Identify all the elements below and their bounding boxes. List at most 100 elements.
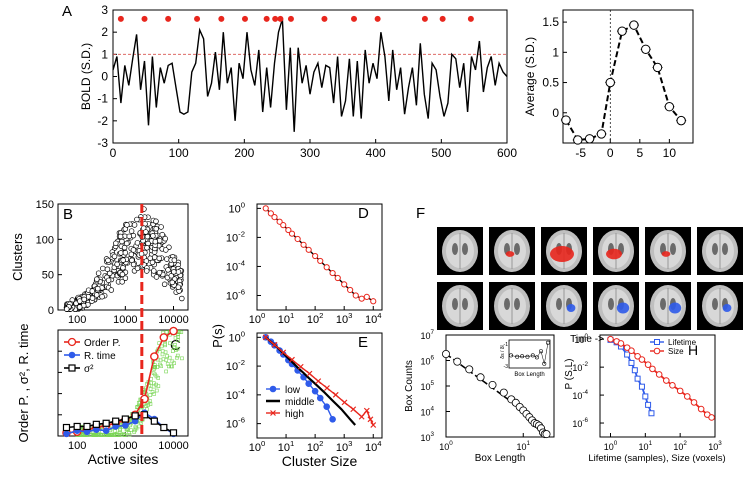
e-point-high bbox=[262, 334, 269, 341]
a2-xtick-label: 5 bbox=[636, 146, 643, 160]
d-plot-frame bbox=[256, 203, 383, 311]
c-point-order bbox=[159, 333, 169, 342]
b-cluster-point bbox=[111, 253, 118, 260]
e-point-high bbox=[341, 399, 348, 406]
c-green-point bbox=[148, 387, 153, 391]
f-slice-r1-c4 bbox=[645, 282, 691, 330]
b-cluster-point bbox=[95, 270, 102, 276]
g-inset-xlabel: Box Length bbox=[514, 372, 544, 378]
b-cluster-point bbox=[131, 222, 138, 228]
d-point bbox=[363, 293, 370, 300]
b-cluster-point bbox=[143, 268, 150, 274]
c-legend-label: Order P. bbox=[84, 338, 121, 349]
d-ytick-label: 10-6 bbox=[226, 287, 245, 302]
a2-average-curve bbox=[565, 23, 682, 142]
c-green-point bbox=[168, 341, 172, 346]
c-point-sigma bbox=[62, 423, 71, 432]
e-point-high bbox=[315, 378, 322, 385]
b-cluster-point bbox=[134, 265, 141, 272]
a-event-marker bbox=[218, 15, 225, 22]
b-cluster-point bbox=[113, 240, 119, 247]
e-xtick-exp: 2 bbox=[319, 439, 323, 448]
g-point bbox=[542, 430, 551, 439]
f-red-activation bbox=[550, 246, 574, 262]
f-ventricle-left bbox=[504, 298, 510, 310]
d-point bbox=[280, 222, 287, 229]
a2-ylabel: Average (S.D.) bbox=[523, 37, 537, 116]
d-point bbox=[370, 298, 377, 305]
c-green-point bbox=[98, 432, 103, 437]
g-ytick-label: 103 bbox=[420, 431, 434, 443]
c-point-sigma bbox=[92, 420, 100, 428]
g-fit-line bbox=[445, 353, 524, 412]
b-cluster-point bbox=[128, 251, 135, 258]
f-slice-r0-c1 bbox=[489, 227, 535, 275]
e-xtick-label: 100 bbox=[249, 439, 266, 454]
e-xtick-label: 104 bbox=[365, 439, 382, 454]
b-cluster-point bbox=[175, 284, 182, 290]
h-point-size bbox=[662, 377, 670, 384]
f-slice-r1-c3 bbox=[593, 282, 639, 330]
a-xtick-label: 200 bbox=[234, 146, 254, 160]
b-cluster-point bbox=[162, 235, 168, 242]
a-event-marker bbox=[141, 15, 148, 22]
c-green-point bbox=[153, 372, 157, 377]
c-legend-label: R. time bbox=[84, 351, 116, 362]
c-point-rtime bbox=[131, 417, 139, 425]
d-xtick-exp: 4 bbox=[377, 311, 382, 320]
e-ytick-exp: -2 bbox=[238, 358, 245, 367]
d-point bbox=[329, 269, 336, 277]
f-slice-r1-c2 bbox=[541, 282, 587, 330]
b-cluster-point bbox=[120, 257, 126, 263]
b-cluster-point bbox=[124, 222, 130, 228]
c-green-point bbox=[125, 428, 130, 432]
b-cluster-point bbox=[124, 240, 130, 247]
c-green-point bbox=[122, 433, 127, 437]
d-ytick-label: 100 bbox=[228, 200, 245, 215]
b-cluster-point bbox=[152, 238, 159, 245]
g-inset-ytick: -1 bbox=[504, 342, 509, 348]
a2-point bbox=[629, 20, 639, 30]
a2-point bbox=[664, 102, 675, 112]
a-event-marker bbox=[194, 15, 201, 22]
b-cluster-point bbox=[130, 261, 137, 268]
a2-xtick-label: -5 bbox=[575, 146, 586, 160]
f-ventricle-left bbox=[452, 243, 458, 255]
a2-xtick-label: 0 bbox=[607, 146, 614, 160]
c-point-sigma bbox=[112, 417, 120, 425]
c-point-rtime bbox=[112, 423, 119, 430]
c-green-point bbox=[169, 364, 173, 369]
c-green-point bbox=[106, 433, 111, 437]
a-xtick-label: 300 bbox=[300, 146, 320, 160]
f-ventricle-left bbox=[608, 298, 614, 310]
panel-letter-d: D bbox=[358, 205, 369, 222]
f-ventricle-right bbox=[670, 243, 676, 255]
e-xtick-label: 101 bbox=[278, 439, 295, 454]
c-green-point bbox=[165, 354, 169, 358]
c-green-point bbox=[153, 365, 157, 370]
h-xtick-label: 100 bbox=[604, 440, 618, 452]
g-ylabel: Box Counts bbox=[404, 360, 415, 412]
e-ytick-exp: -6 bbox=[238, 416, 245, 425]
d-xtick-label: 100 bbox=[249, 311, 266, 326]
d-xtick-exp: 1 bbox=[290, 311, 294, 320]
b-cluster-point bbox=[171, 257, 178, 263]
b-cluster-point bbox=[158, 224, 164, 230]
f-red-activation bbox=[505, 251, 515, 257]
g-xlabel: Box Length bbox=[475, 453, 526, 464]
e-xtick-label: 103 bbox=[336, 439, 353, 454]
d-ytick-label: 10-4 bbox=[226, 258, 246, 273]
c-green-point bbox=[174, 347, 179, 352]
b-cluster-point bbox=[144, 245, 150, 251]
e-plot-frame bbox=[256, 332, 383, 439]
b-cluster-point bbox=[114, 261, 120, 268]
h-point-size bbox=[634, 352, 641, 360]
b-cluster-point bbox=[153, 218, 159, 225]
b-cluster-point bbox=[156, 255, 163, 262]
h-xlabel: Lifetime (samples), Size (voxels) bbox=[588, 453, 725, 464]
c-green-point bbox=[173, 343, 177, 347]
b-cluster-point bbox=[143, 229, 149, 235]
e-ytick-label: 100 bbox=[228, 329, 245, 344]
c-point-sigma bbox=[150, 417, 158, 425]
c-green-point bbox=[176, 338, 180, 343]
